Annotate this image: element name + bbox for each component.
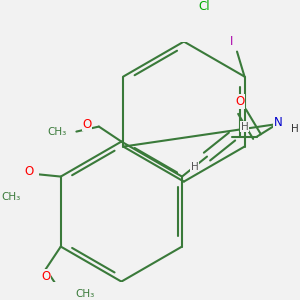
Text: O: O (41, 270, 50, 283)
Text: I: I (230, 35, 234, 48)
Text: O: O (235, 95, 244, 108)
Text: CH₃: CH₃ (76, 289, 95, 299)
Text: O: O (82, 118, 92, 130)
Text: H: H (291, 124, 298, 134)
Text: CH₃: CH₃ (1, 192, 20, 202)
Text: CH₃: CH₃ (47, 127, 66, 136)
Text: H: H (241, 122, 248, 132)
Text: H: H (190, 162, 198, 172)
Text: O: O (24, 165, 33, 178)
Text: N: N (274, 116, 283, 129)
Text: Cl: Cl (198, 0, 210, 13)
